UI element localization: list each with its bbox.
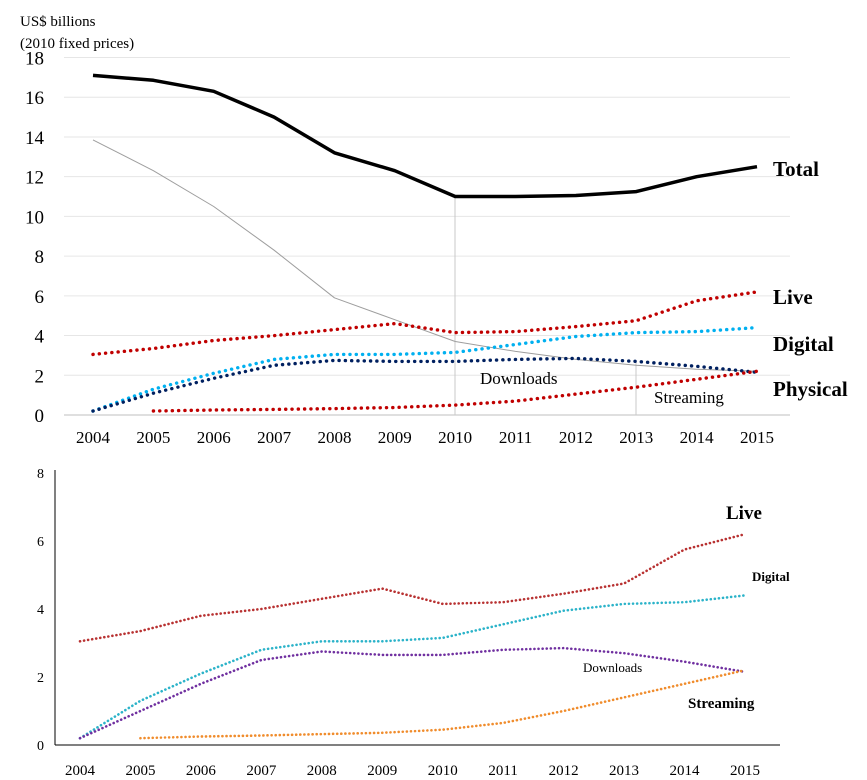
x-tick-label-2015: 2015 [730, 763, 760, 779]
label-digital-bottom: Digital [752, 569, 790, 584]
series-line-total [92, 73, 758, 199]
x-tick-label-2006: 2006 [186, 763, 217, 779]
bottom-series-group [78, 532, 747, 740]
label-streaming: Streaming [654, 388, 724, 407]
series-line-live [91, 290, 759, 357]
y-tick-label-18: 18 [25, 49, 44, 70]
x-tick-label-2012: 2012 [559, 428, 593, 447]
series-line-streaming [139, 668, 747, 740]
top-gridlines [64, 57, 790, 376]
x-tick-label-2013: 2013 [619, 428, 653, 447]
top-chart: 0 2 4 6 8 10 12 14 16 18 2004 2005 2006 2007 2008 2009… [20, 14, 848, 447]
top-series-group [91, 73, 759, 413]
x-tick-label-2007: 2007 [246, 763, 277, 779]
series-line-digital [91, 325, 759, 413]
series-line-downloads [91, 356, 759, 413]
x-tick-label-2011: 2011 [499, 428, 532, 447]
x-tick-label-2005: 2005 [125, 763, 155, 779]
x-tick-label-2014: 2014 [680, 428, 715, 447]
y-tick-label-2: 2 [35, 366, 45, 387]
y-tick-label-12: 12 [25, 168, 44, 189]
y-tick-label-0: 0 [37, 739, 44, 754]
x-tick-label-2011: 2011 [488, 763, 517, 779]
y-tick-label-0: 0 [35, 406, 45, 427]
series-line-live [78, 532, 747, 643]
y-tick-label-16: 16 [25, 88, 44, 109]
y-axis-label-line2: (2010 fixed prices) [20, 36, 134, 52]
series-line-series-1 [92, 139, 758, 372]
x-tick-label-2015: 2015 [740, 428, 774, 447]
x-tick-label-2012: 2012 [549, 763, 579, 779]
y-tick-label-6: 6 [35, 287, 45, 308]
y-tick-label-6: 6 [37, 535, 44, 550]
y-tick-label-2: 2 [37, 671, 44, 686]
label-downloads: Downloads [480, 369, 557, 388]
label-physical: Physical [773, 377, 848, 401]
x-tick-label-2007: 2007 [257, 428, 292, 447]
y-tick-label-8: 8 [35, 247, 45, 268]
series-line-physical [151, 369, 759, 413]
x-tick-label-2005: 2005 [136, 428, 170, 447]
y-tick-label-14: 14 [25, 128, 45, 149]
series-line-digital [78, 594, 747, 740]
x-tick-label-2009: 2009 [378, 428, 412, 447]
label-live: Live [773, 285, 813, 309]
top-y-tick-labels: 0 2 4 6 8 10 12 14 16 18 [25, 49, 45, 428]
label-total: Total [773, 157, 819, 181]
x-tick-label-2014: 2014 [670, 763, 701, 779]
y-tick-label-10: 10 [25, 207, 44, 228]
x-tick-label-2008: 2008 [307, 763, 337, 779]
x-tick-label-2010: 2010 [438, 428, 472, 447]
x-tick-label-2004: 2004 [65, 763, 96, 779]
series-line-downloads [78, 646, 747, 740]
top-x-tick-labels: 2004 2005 2006 2007 2008 2009 2010 2011 2012 2013… [76, 428, 774, 447]
bottom-x-tick-labels: 2004 2005 2006 2007 2008 2009 2010 2011 2012 2013… [65, 763, 760, 779]
y-axis-label-line1: US$ billions [20, 14, 96, 30]
y-tick-label-4: 4 [37, 603, 44, 618]
x-tick-label-2008: 2008 [317, 428, 351, 447]
x-tick-label-2004: 2004 [76, 428, 111, 447]
y-tick-label-8: 8 [37, 467, 44, 482]
label-digital: Digital [773, 332, 834, 356]
bottom-y-tick-labels: 0 2 4 6 8 [37, 467, 44, 754]
y-tick-label-4: 4 [35, 327, 45, 348]
x-tick-label-2009: 2009 [367, 763, 397, 779]
x-tick-label-2013: 2013 [609, 763, 639, 779]
x-tick-label-2006: 2006 [197, 428, 231, 447]
x-tick-label-2010: 2010 [428, 763, 458, 779]
label-live-bottom: Live [726, 503, 762, 524]
label-downloads-bottom: Downloads [583, 660, 642, 675]
label-streaming-bottom: Streaming [688, 696, 755, 712]
